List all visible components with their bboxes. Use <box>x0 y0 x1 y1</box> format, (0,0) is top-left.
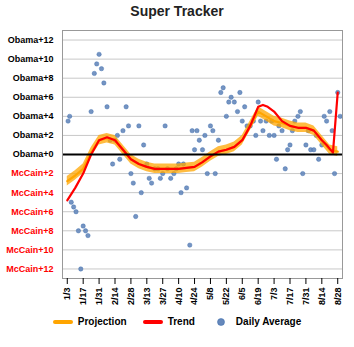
html-text:Daily Average: Daily Average <box>235 316 302 327</box>
svg-text:5/8: 5/8 <box>205 288 215 301</box>
svg-text:Obama+12: Obama+12 <box>8 35 54 45</box>
svg-text:8/28: 8/28 <box>333 288 343 306</box>
svg-text:3/13: 3/13 <box>142 288 152 306</box>
svg-text:7/31: 7/31 <box>301 288 311 306</box>
svg-text:McCain+6: McCain+6 <box>11 207 53 217</box>
svg-text:McCain+4: McCain+4 <box>11 188 53 198</box>
svg-text:McCain+12: McCain+12 <box>6 264 53 274</box>
svg-text:McCain+8: McCain+8 <box>11 226 53 236</box>
svg-text:2/14: 2/14 <box>110 288 120 306</box>
svg-text:Obama+6: Obama+6 <box>13 92 54 102</box>
svg-text:Obama+10: Obama+10 <box>8 54 54 64</box>
svg-text:3/27: 3/27 <box>158 288 168 306</box>
svg-text:1/17: 1/17 <box>78 288 88 306</box>
svg-text:6/5: 6/5 <box>237 288 247 301</box>
svg-text:4/24: 4/24 <box>189 288 199 306</box>
svg-text:1/31: 1/31 <box>94 288 104 306</box>
svg-text:2/28: 2/28 <box>126 288 136 306</box>
svg-text:7/17: 7/17 <box>285 288 295 306</box>
svg-text:McCain+10: McCain+10 <box>6 245 53 255</box>
svg-text:Obama+4: Obama+4 <box>13 111 54 121</box>
svg-text:Obama+8: Obama+8 <box>13 73 54 83</box>
svg-text:4/10: 4/10 <box>174 288 184 306</box>
html-text:Projection: Projection <box>77 316 127 327</box>
svg-text:8/14: 8/14 <box>317 288 327 306</box>
svg-text:Obama+0: Obama+0 <box>13 149 54 159</box>
svg-text:Obama+2: Obama+2 <box>13 130 54 140</box>
svg-text:1/3: 1/3 <box>62 288 72 301</box>
svg-text:6/19: 6/19 <box>253 288 263 306</box>
svg-text:McCain+2: McCain+2 <box>11 168 53 178</box>
svg-text:7/3: 7/3 <box>269 288 279 301</box>
svg-text:5/22: 5/22 <box>221 288 231 306</box>
html-text:Trend: Trend <box>167 316 195 327</box>
html-text:Super Tracker: Super Tracker <box>130 3 224 19</box>
